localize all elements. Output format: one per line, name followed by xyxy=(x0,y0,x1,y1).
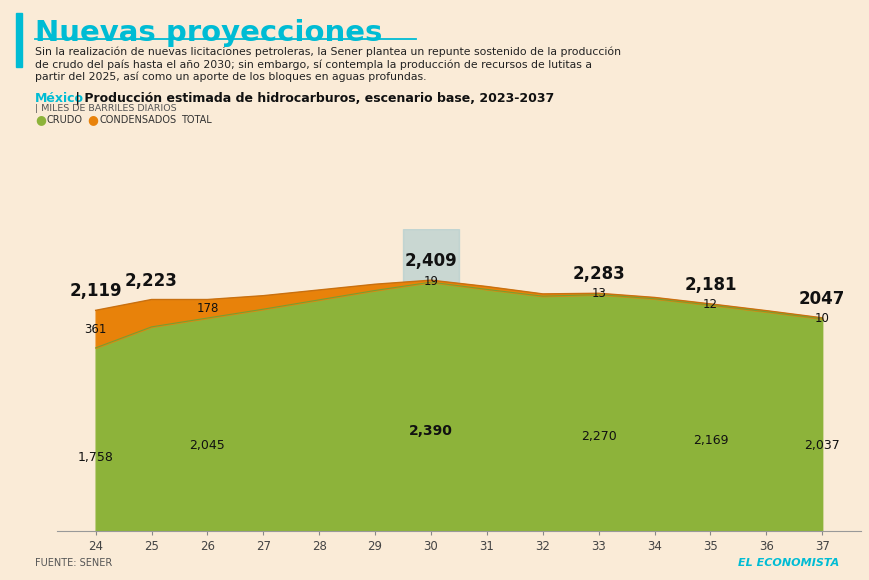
Text: 2047: 2047 xyxy=(798,290,845,308)
Text: 2,390: 2,390 xyxy=(408,425,453,438)
Text: 2,037: 2,037 xyxy=(803,440,839,452)
Text: 361: 361 xyxy=(84,322,107,336)
Text: | Producción estimada de hidrocarburos, escenario base, 2023-2037: | Producción estimada de hidrocarburos, … xyxy=(71,92,554,104)
Text: 2,181: 2,181 xyxy=(683,276,736,294)
Text: CONDENSADOS: CONDENSADOS xyxy=(99,115,176,125)
Text: Nuevas proyecciones: Nuevas proyecciones xyxy=(35,19,381,46)
Text: CRUDO: CRUDO xyxy=(47,115,83,125)
Text: 13: 13 xyxy=(591,288,606,300)
Bar xyxy=(402,229,458,531)
Text: TOTAL: TOTAL xyxy=(181,115,211,125)
Text: de crudo del país hasta el año 2030; sin embargo, sí contempla la producción de : de crudo del país hasta el año 2030; sin… xyxy=(35,59,591,70)
Text: 2,270: 2,270 xyxy=(580,430,616,443)
Text: 2,223: 2,223 xyxy=(125,271,178,289)
Text: 2,169: 2,169 xyxy=(692,434,727,447)
Text: FUENTE: SENER: FUENTE: SENER xyxy=(35,559,112,568)
Text: 12: 12 xyxy=(702,298,717,311)
Text: ●: ● xyxy=(87,114,98,126)
Text: México: México xyxy=(35,92,83,104)
Text: 2,119: 2,119 xyxy=(70,282,122,300)
Text: 2,045: 2,045 xyxy=(189,439,225,452)
Text: 19: 19 xyxy=(423,275,438,288)
Text: 2,409: 2,409 xyxy=(404,252,457,270)
Text: Sin la realización de nuevas licitaciones petroleras, la Sener plantea un repunt: Sin la realización de nuevas licitacione… xyxy=(35,46,620,57)
Text: ●: ● xyxy=(35,114,46,126)
Text: | MILES DE BARRILES DIARIOS: | MILES DE BARRILES DIARIOS xyxy=(35,104,176,114)
Text: 2,283: 2,283 xyxy=(572,266,624,284)
Text: 10: 10 xyxy=(813,312,829,325)
Text: 178: 178 xyxy=(196,302,218,316)
Text: EL ECONOMISTA: EL ECONOMISTA xyxy=(738,559,839,568)
Text: 1,758: 1,758 xyxy=(77,451,114,464)
Text: partir del 2025, así como un aporte de los bloques en aguas profundas.: partir del 2025, así como un aporte de l… xyxy=(35,72,426,82)
